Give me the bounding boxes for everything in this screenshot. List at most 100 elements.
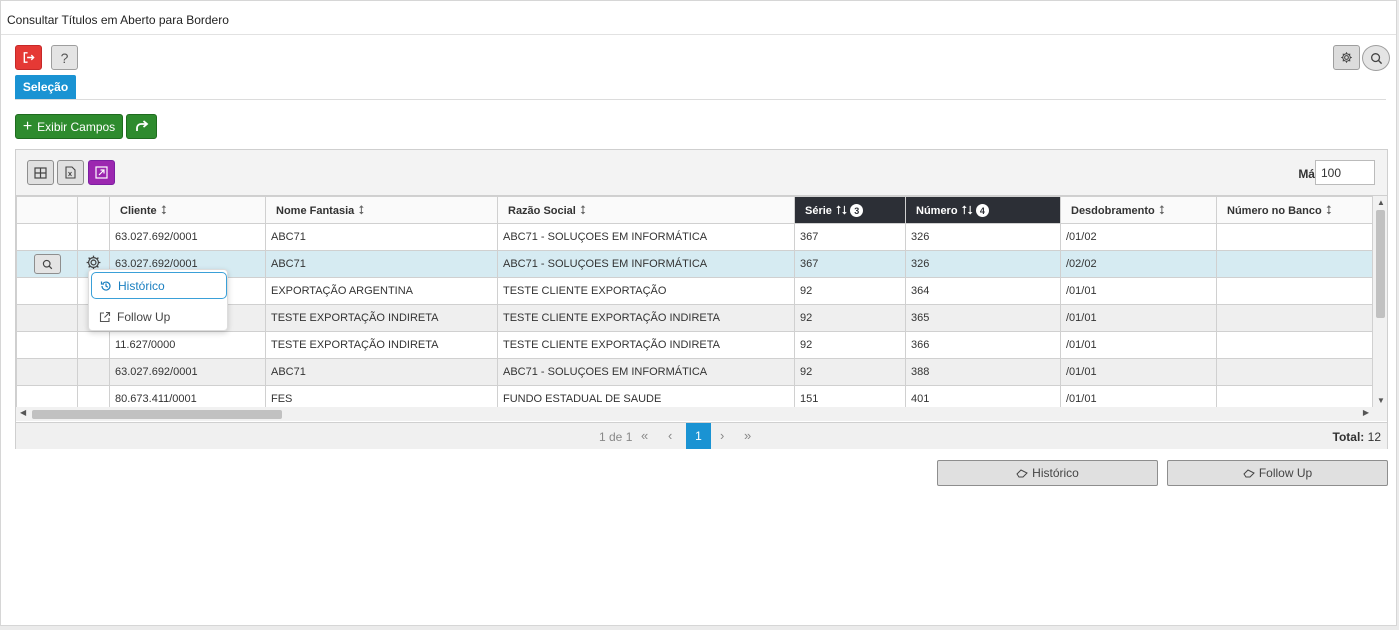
exit-button[interactable] (15, 45, 42, 70)
total-value: 12 (1367, 430, 1381, 444)
title-divider (1, 34, 1396, 35)
cell-desdob: /01/01 (1060, 277, 1217, 305)
row-actions-cell (16, 277, 78, 305)
col-numero-header[interactable]: Número ⭡⭣ 4 (905, 196, 1061, 224)
cell-banco (1216, 277, 1373, 305)
col-razao-social-header[interactable]: Razão Social ⭥ (497, 196, 795, 224)
menu-item-follow-up[interactable]: Follow Up (91, 303, 227, 330)
header-row: Cliente ⭥ Nome Fantasia ⭥ Razão Social ⭥ Sé… (16, 196, 1373, 224)
sort-icon: ⭥ (1158, 202, 1166, 217)
sort-order-badge: 3 (850, 204, 864, 217)
eraser-icon (1016, 469, 1029, 478)
row-actions-cell (16, 331, 78, 359)
sort-icon: ⭥ (579, 202, 587, 217)
menu-item-historico[interactable]: Histórico (91, 272, 227, 299)
total-label: Total: (1332, 430, 1365, 444)
col-serie-label: Série (805, 204, 832, 217)
row-menu-cell (77, 223, 110, 251)
scroll-right-icon[interactable]: ▶ (1362, 408, 1369, 417)
scroll-down-icon[interactable]: ▼ (1377, 396, 1385, 405)
data-table-wrap: Cliente ⭥ Nome Fantasia ⭥ Razão Social ⭥ Sé… (16, 195, 1387, 422)
cell-razao: TESTE CLIENTE EXPORTAÇÃO (497, 277, 795, 305)
vertical-scrollbar[interactable]: ▲ ▼ (1373, 196, 1387, 407)
expand-view-button[interactable] (88, 160, 115, 185)
search-icon (1370, 52, 1382, 64)
prev-page-icon[interactable]: ‹ (668, 428, 673, 443)
col-numero-banco-label: Número no Banco (1227, 204, 1322, 217)
table-row[interactable]: 11.627/0000 TESTE EXPORTAÇÃO INDIRETA TE… (16, 331, 1373, 359)
table-row-selected[interactable]: 63.027.692/0001 ABC71 ABC71 - SOLUÇOES E… (16, 250, 1373, 278)
sort-icon: ⭥ (1325, 202, 1333, 217)
follow-up-button[interactable]: Follow Up (1167, 460, 1388, 486)
sort-order-badge: 4 (975, 204, 989, 217)
grid-panel: Máx. Cliente⭥ Nome Fantasia⭥ Razão Socia… (15, 149, 1388, 449)
pagination-bar: 1 de 1 « ‹ 1 › » Total: 12 (16, 422, 1387, 449)
help-icon: ? (60, 49, 69, 66)
plus-icon: + (22, 117, 33, 135)
first-page-icon[interactable]: « (641, 428, 649, 443)
table-row[interactable]: 63.027.692/0001 ABC71 ABC71 - SOLUÇOES E… (16, 358, 1373, 386)
col-serie-header[interactable]: Série ⭡⭣ 3 (794, 196, 906, 224)
scroll-up-icon[interactable]: ▲ (1377, 198, 1385, 207)
grid-layout-button[interactable] (27, 160, 54, 185)
excel-file-icon (65, 166, 76, 179)
menu-item-label: Histórico (118, 278, 165, 293)
cell-numero: 364 (905, 277, 1061, 305)
cell-fantasia: TESTE EXPORTAÇÃO INDIRETA (265, 304, 498, 332)
gear-icon[interactable] (85, 254, 102, 271)
cell-cliente: 63.027.692/0001 (109, 358, 266, 386)
col-nome-fantasia-label: Nome Fantasia (276, 204, 355, 217)
historico-button[interactable]: Histórico (937, 460, 1158, 486)
follow-up-label: Follow Up (1258, 466, 1313, 480)
cell-banco (1216, 223, 1373, 251)
exibir-campos-button[interactable]: + Exibir Campos (15, 114, 123, 139)
current-page-button[interactable]: 1 (686, 423, 711, 449)
help-button[interactable]: ? (51, 45, 78, 70)
share-button[interactable] (126, 114, 157, 139)
historico-label: Histórico (1032, 466, 1079, 480)
max-records-input[interactable] (1315, 160, 1375, 185)
cell-razao: TESTE CLIENTE EXPORTAÇÃO INDIRETA (497, 304, 795, 332)
col-cliente-label: Cliente (120, 204, 157, 217)
vertical-scroll-thumb[interactable] (1376, 210, 1385, 318)
gear-icon (1341, 52, 1352, 63)
cell-cliente: 11.627/0000 (109, 331, 266, 359)
cell-fantasia: TESTE EXPORTAÇÃO INDIRETA (265, 331, 498, 359)
menu-item-label: Follow Up (117, 309, 171, 324)
cell-banco (1216, 304, 1373, 332)
last-page-icon[interactable]: » (744, 428, 752, 443)
sort-icon: ⭥ (160, 202, 168, 217)
col-nome-fantasia-header[interactable]: Nome Fantasia ⭥ (265, 196, 498, 224)
cell-razao: TESTE CLIENTE EXPORTAÇÃO INDIRETA (497, 331, 795, 359)
horizontal-scroll-thumb[interactable] (32, 410, 282, 419)
cell-banco (1216, 331, 1373, 359)
col-numero-banco-header[interactable]: Número no Banco ⭥ (1216, 196, 1373, 224)
settings-button[interactable] (1333, 45, 1360, 70)
search-button[interactable] (1362, 45, 1390, 71)
cell-fantasia: EXPORTAÇÃO ARGENTINA (265, 277, 498, 305)
row-search-button[interactable] (33, 254, 61, 274)
data-table: Cliente ⭥ Nome Fantasia ⭥ Razão Social ⭥ Sé… (16, 196, 1373, 413)
scroll-left-icon[interactable]: ◀ (20, 408, 27, 417)
col-cliente-header[interactable]: Cliente ⭥ (109, 196, 266, 224)
col-razao-social-label: Razão Social (508, 204, 576, 217)
cell-desdob: /01/01 (1060, 331, 1217, 359)
external-link-icon (99, 311, 111, 322)
row-menu-cell[interactable] (77, 250, 110, 278)
cell-numero: 365 (905, 304, 1061, 332)
horizontal-scrollbar[interactable]: ◀ ▶ (16, 407, 1387, 421)
page-title: Consultar Títulos em Aberto para Bordero (7, 13, 229, 27)
tab-selecao[interactable]: Seleção (15, 75, 76, 99)
eraser-icon (1243, 469, 1255, 478)
cell-serie: 92 (794, 304, 906, 332)
table-row[interactable]: 63.027.692/0001 ABC71 ABC71 - SOLUÇOES E… (16, 223, 1373, 251)
cell-numero: 388 (905, 358, 1061, 386)
cell-desdob: /02/02 (1060, 250, 1217, 278)
cell-desdob: /01/01 (1060, 358, 1217, 386)
exibir-campos-label: Exibir Campos (37, 119, 116, 134)
next-page-icon[interactable]: › (720, 428, 725, 443)
cell-fantasia: ABC71 (265, 223, 498, 251)
cell-desdob: /01/02 (1060, 223, 1217, 251)
export-excel-button[interactable] (57, 160, 84, 185)
col-desdobramento-header[interactable]: Desdobramento ⭥ (1060, 196, 1217, 224)
